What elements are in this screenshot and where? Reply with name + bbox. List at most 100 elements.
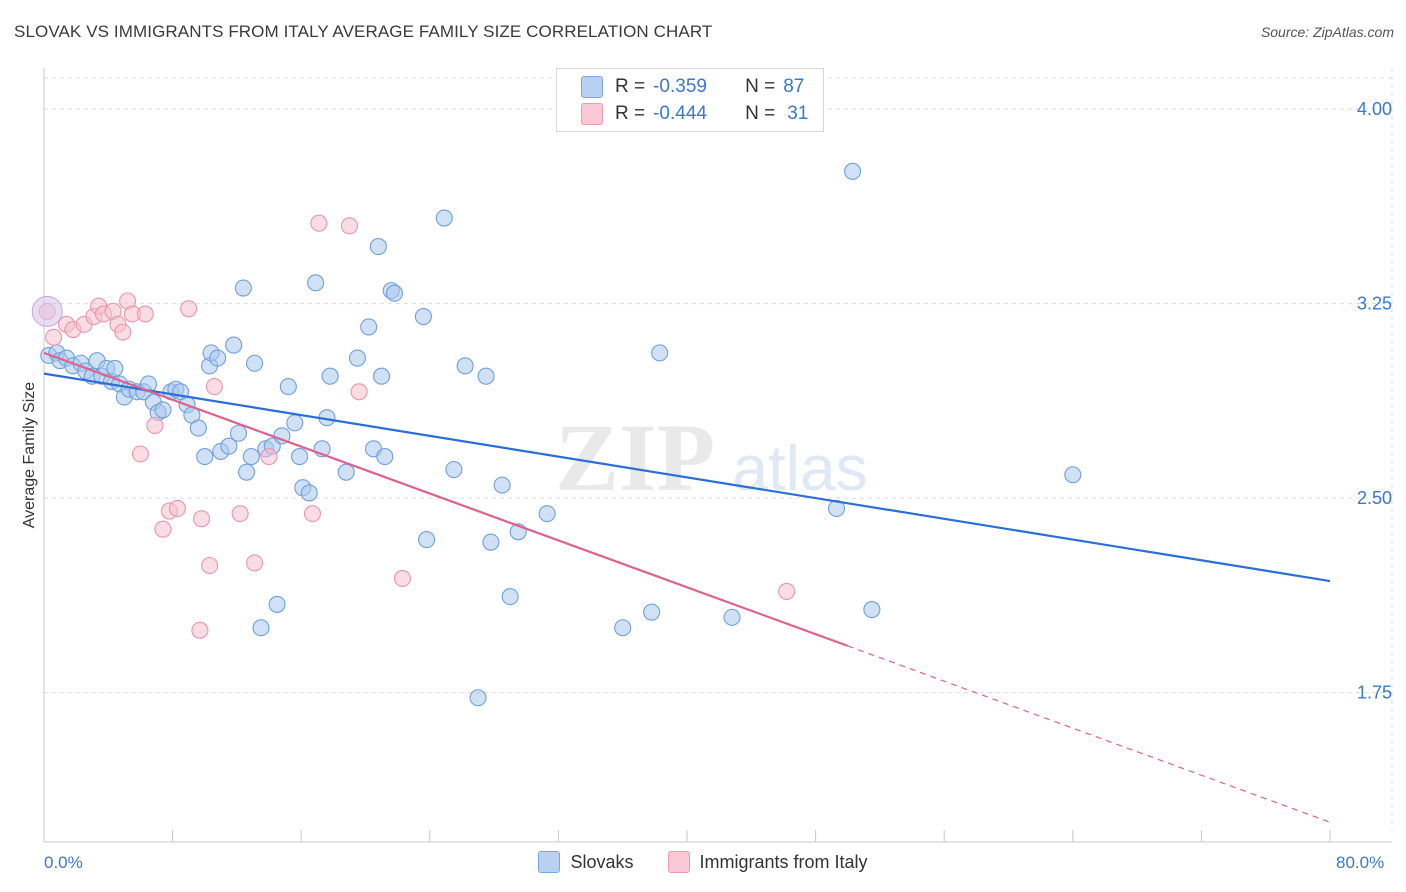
slovak-point bbox=[723, 608, 741, 626]
italy-point bbox=[192, 510, 211, 528]
italy-point bbox=[231, 505, 249, 523]
x-tick-label-min: 0.0% bbox=[44, 853, 83, 872]
legend-row-slovaks: R = -0.359 N = 87 bbox=[581, 75, 804, 99]
slovak-point bbox=[369, 238, 387, 256]
slovak-point bbox=[445, 461, 463, 479]
slovak-point bbox=[643, 603, 661, 621]
italy-point bbox=[340, 217, 358, 235]
italy-point bbox=[303, 505, 322, 523]
slovak-point bbox=[307, 274, 325, 292]
series-legend: Slovaks Immigrants from Italy bbox=[0, 851, 1406, 873]
slovak-point bbox=[435, 209, 453, 227]
italy-point bbox=[45, 328, 63, 346]
italy-trendline-extension bbox=[847, 645, 1331, 823]
series-label-italy: Immigrants from Italy bbox=[699, 851, 868, 872]
watermark-atlas: atlas bbox=[732, 432, 867, 504]
slovak-point bbox=[418, 531, 436, 549]
slovak-point bbox=[456, 357, 474, 375]
italy-point bbox=[131, 445, 149, 463]
italy-trendline bbox=[43, 351, 849, 647]
slovak-point bbox=[385, 284, 403, 302]
slovak-point bbox=[614, 619, 632, 637]
slovak-point bbox=[189, 419, 207, 437]
slovak-point bbox=[348, 349, 367, 367]
slovak-trendline bbox=[43, 372, 1331, 583]
legend-swatch-blue bbox=[581, 76, 603, 98]
slovak-point bbox=[844, 162, 862, 180]
slovak-point bbox=[1064, 466, 1082, 484]
source-note: Source: ZipAtlas.com bbox=[1260, 24, 1394, 40]
italy-point bbox=[260, 448, 278, 466]
italy-point bbox=[180, 300, 198, 318]
slovak-point bbox=[154, 401, 172, 419]
slovak-point bbox=[279, 378, 297, 396]
slovak-point bbox=[538, 505, 556, 523]
series-swatch-blue bbox=[538, 851, 561, 873]
slovak-point bbox=[376, 448, 394, 466]
slovak-point bbox=[225, 336, 243, 354]
slovak-point bbox=[286, 414, 304, 432]
correlation-legend: R = -0.359 N = 87 R = -0.444 N = 31 bbox=[556, 68, 824, 132]
legend-r-label: R = bbox=[615, 76, 646, 97]
y-tick-label: 2.50 bbox=[1357, 488, 1392, 508]
italy-point bbox=[201, 556, 219, 575]
italy-point bbox=[778, 582, 796, 600]
legend-r-value: -0.444 bbox=[653, 103, 707, 124]
slovak-point bbox=[234, 279, 252, 297]
slovak-point bbox=[268, 595, 286, 613]
slovak-point bbox=[237, 463, 256, 481]
series-label-slovaks: Slovaks bbox=[570, 851, 634, 872]
italy-point bbox=[246, 554, 264, 572]
italy-point bbox=[350, 383, 368, 401]
chart-title: SLOVAK VS IMMIGRANTS FROM ITALY AVERAGE … bbox=[14, 22, 713, 41]
watermark-zip: ZIP bbox=[555, 404, 715, 511]
slovak-point bbox=[360, 318, 378, 336]
cluster-point bbox=[31, 295, 63, 327]
slovak-point bbox=[477, 367, 495, 385]
italy-point bbox=[146, 416, 164, 435]
slovak-point bbox=[252, 619, 270, 637]
slovak-point bbox=[469, 689, 487, 707]
legend-swatch-pink bbox=[581, 103, 603, 125]
slovak-point bbox=[300, 484, 318, 502]
slovak-point bbox=[414, 308, 432, 326]
legend-n-value: 87 bbox=[783, 76, 805, 97]
trend-layer bbox=[43, 351, 1331, 823]
y-tick-label: 1.75 bbox=[1357, 683, 1392, 703]
series-legend-slovaks: Slovaks bbox=[538, 851, 634, 873]
watermark: ZIP atlas bbox=[555, 404, 868, 511]
slovak-point bbox=[337, 463, 355, 481]
slovak-point bbox=[106, 359, 124, 377]
x-tick-label-max: 80.0% bbox=[1336, 853, 1385, 872]
slovak-point bbox=[229, 424, 248, 442]
y-tick-label: 3.25 bbox=[1357, 294, 1392, 314]
slovak-point bbox=[246, 354, 264, 372]
axis-layer: 1.75 2.50 3.25 4.00 bbox=[43, 68, 1392, 843]
legend-n-label: N = bbox=[745, 103, 776, 124]
italy-point bbox=[205, 378, 223, 396]
slovak-point bbox=[482, 533, 500, 551]
grid-layer bbox=[44, 68, 1393, 830]
points-layer bbox=[31, 162, 1082, 707]
series-swatch-pink bbox=[667, 851, 690, 873]
slovak-point bbox=[196, 448, 214, 466]
legend-r-label: R = bbox=[615, 103, 646, 124]
slovak-point bbox=[863, 601, 881, 619]
italy-point bbox=[393, 569, 412, 588]
italy-point bbox=[154, 520, 172, 538]
series-legend-italy: Immigrants from Italy bbox=[667, 851, 868, 873]
legend-row-italy: R = -0.444 N = 31 bbox=[581, 102, 808, 126]
slovak-point bbox=[209, 349, 227, 367]
italy-point bbox=[136, 305, 154, 323]
slovak-point bbox=[373, 367, 391, 385]
y-tick-label: 4.00 bbox=[1357, 99, 1392, 119]
legend-r-value: -0.359 bbox=[653, 76, 707, 97]
italy-point bbox=[310, 214, 328, 232]
slovak-point bbox=[651, 344, 669, 362]
legend-n-value: 31 bbox=[787, 103, 809, 124]
italy-point bbox=[191, 621, 209, 639]
slovak-point bbox=[242, 448, 260, 466]
slovak-point bbox=[291, 448, 309, 466]
slovak-point bbox=[220, 437, 238, 455]
